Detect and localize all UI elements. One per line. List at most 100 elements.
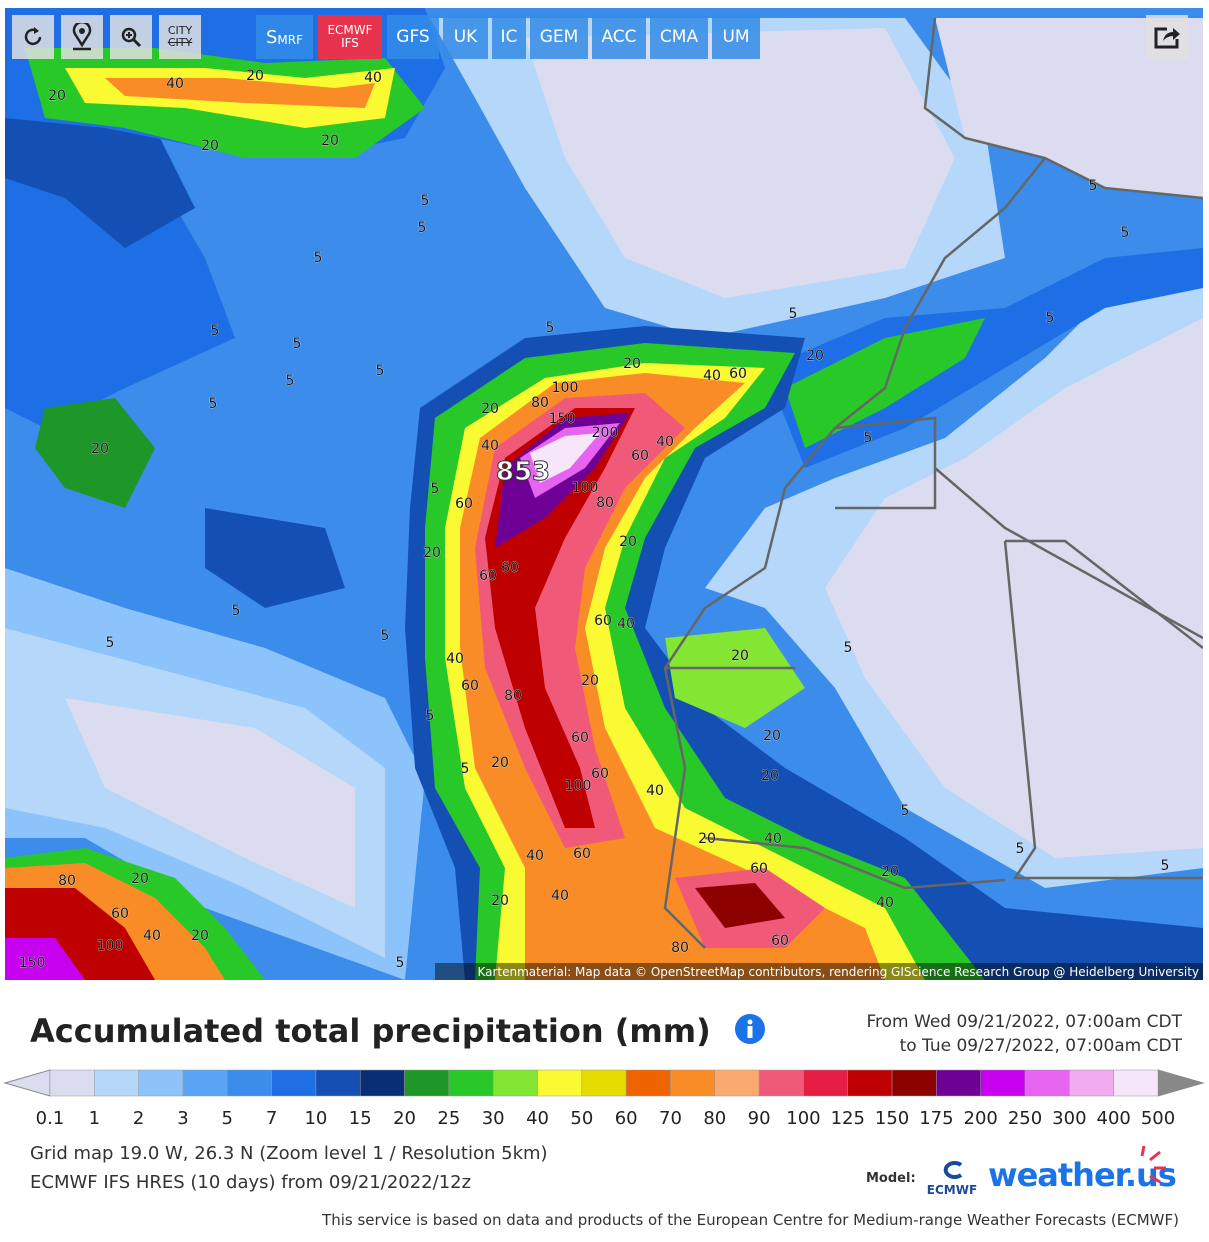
contour-label: 60 xyxy=(771,933,789,949)
contour-label: 40 xyxy=(703,368,721,384)
contour-label: 150 xyxy=(19,955,46,971)
legend-tick-label: 90 xyxy=(748,1108,771,1129)
legend-tick-label: 1 xyxy=(89,1108,100,1129)
legend-swatch xyxy=(49,1069,95,1097)
contour-label: 5 xyxy=(211,323,220,339)
contour-label: 5 xyxy=(376,363,385,379)
legend-swatch xyxy=(271,1069,317,1097)
contour-label: 40 xyxy=(646,783,664,799)
legend-tick-label: 7 xyxy=(266,1108,277,1129)
contour-label: 20 xyxy=(481,401,499,417)
contour-label: 60 xyxy=(573,846,591,862)
contour-label: 20 xyxy=(731,648,749,664)
contour-label: 80 xyxy=(671,940,689,956)
legend-tick-label: 40 xyxy=(526,1108,549,1129)
contour-label: 40 xyxy=(876,895,894,911)
contour-label: 40 xyxy=(166,76,184,92)
legend-tick-label: 100 xyxy=(786,1108,820,1129)
legend-tick-label: 10 xyxy=(304,1108,327,1129)
period-to: to Tue 09/27/2022, 07:00am CDT xyxy=(899,1036,1182,1056)
site-logo: weather.us xyxy=(988,1156,1177,1194)
contour-label: 5 xyxy=(546,320,555,336)
contour-label: 5 xyxy=(789,306,798,322)
model-button[interactable]: IC xyxy=(492,15,526,59)
contour-label: 20 xyxy=(321,133,339,149)
legend-swatch xyxy=(492,1069,538,1097)
contour-label: 60 xyxy=(750,861,768,877)
contour-label: 100 xyxy=(572,480,599,496)
model-button[interactable]: CMA xyxy=(650,15,708,59)
contour-label: 60 xyxy=(111,906,129,922)
grid-info: Grid map 19.0 W, 26.3 N (Zoom level 1 / … xyxy=(30,1143,548,1164)
model-sub: MRF xyxy=(277,33,304,47)
contour-label: 5 xyxy=(381,628,390,644)
legend-swatch xyxy=(714,1069,760,1097)
site-logo-sun xyxy=(1140,1145,1166,1184)
contour-label: 5 xyxy=(293,336,302,352)
legend-swatch xyxy=(581,1069,627,1097)
legend-swatch xyxy=(1069,1069,1114,1097)
contour-label: 5 xyxy=(1016,841,1025,857)
peak-label: 853 xyxy=(496,457,550,487)
contour-label: 5 xyxy=(286,373,295,389)
contour-label: 5 xyxy=(461,761,470,777)
contour-label: 40 xyxy=(764,831,782,847)
legend-tick-label: 150 xyxy=(875,1108,909,1129)
contour-label: 20 xyxy=(623,356,641,372)
legend-tick-label: 50 xyxy=(570,1108,593,1129)
contour-label: 80 xyxy=(531,395,549,411)
contour-label: 5 xyxy=(396,955,405,971)
attribution: Kartenmaterial: Map data © OpenStreetMap… xyxy=(477,965,1199,979)
contour-label: 5 xyxy=(418,220,427,236)
contour-label: 5 xyxy=(431,481,440,497)
contour-label: 40 xyxy=(143,928,161,944)
contour-label: 20 xyxy=(881,864,899,880)
refresh-button[interactable] xyxy=(12,15,54,59)
contour-label: 5 xyxy=(106,635,115,651)
legend-swatch xyxy=(891,1069,937,1097)
share-button[interactable] xyxy=(1146,15,1188,59)
legend-arrow-right xyxy=(1157,1069,1205,1097)
legend-tick-label: 80 xyxy=(703,1108,726,1129)
model-button[interactable]: GFS xyxy=(387,15,439,59)
model-info: ECMWF IFS HRES (10 days) from 09/21/2022… xyxy=(30,1172,472,1193)
contour-label: 5 xyxy=(901,803,910,819)
model-button-active[interactable]: ECMWF IFS xyxy=(318,15,382,59)
legend-tick-label: 250 xyxy=(1008,1108,1042,1129)
legend-swatch xyxy=(936,1069,981,1097)
contour-label: 60 xyxy=(461,678,479,694)
legend-tick-label: 125 xyxy=(831,1108,865,1129)
city-button[interactable]: CITY CITY xyxy=(159,15,201,59)
legend-swatch xyxy=(404,1069,450,1097)
contour-label: 5 xyxy=(1121,225,1130,241)
info-icon[interactable] xyxy=(734,1013,766,1045)
location-button[interactable] xyxy=(61,15,103,59)
contour-label: 20 xyxy=(698,831,716,847)
legend-swatch xyxy=(980,1069,1026,1097)
contour-label: 20 xyxy=(619,534,637,550)
contour-label: 60 xyxy=(594,613,612,629)
contour-label: 60 xyxy=(729,366,747,382)
model-button[interactable]: UK xyxy=(443,15,488,59)
legend-swatch xyxy=(182,1069,228,1097)
contour-label: 100 xyxy=(565,778,592,794)
title-text: Accumulated total precipitation (mm) xyxy=(30,1012,711,1050)
contour-label: 5 xyxy=(844,640,853,656)
legend-tick-label: 5 xyxy=(222,1108,233,1129)
legend-swatch xyxy=(227,1069,272,1097)
zoom-button[interactable] xyxy=(110,15,152,59)
legend-swatch xyxy=(803,1069,849,1097)
contour-label: 5 xyxy=(421,193,430,209)
contour-label: 40 xyxy=(526,848,544,864)
model-button[interactable]: GEM xyxy=(530,15,588,59)
model-button[interactable]: UM xyxy=(712,15,760,59)
model-button[interactable]: S MRF xyxy=(256,15,313,59)
contour-label: 60 xyxy=(479,568,497,584)
legend-swatch xyxy=(94,1069,139,1097)
contour-label: 20 xyxy=(423,545,441,561)
contour-label: 20 xyxy=(763,728,781,744)
model-button[interactable]: ACC xyxy=(592,15,646,59)
title: Accumulated total precipitation (mm) xyxy=(30,1012,766,1050)
